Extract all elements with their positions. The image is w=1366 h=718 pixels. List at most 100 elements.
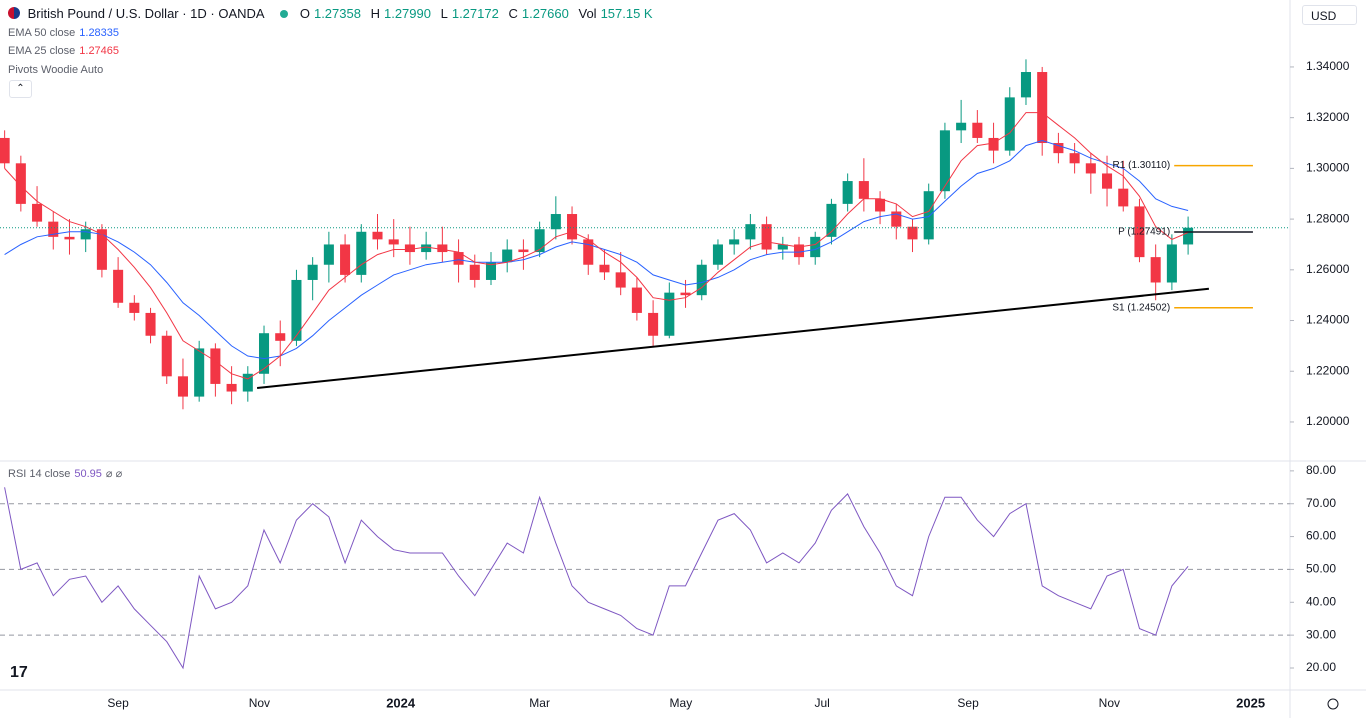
- ohlc-label: Vol: [578, 6, 597, 21]
- y-tick-label: 30.00: [1306, 627, 1336, 641]
- candle-body: [567, 214, 578, 240]
- candle-body: [145, 312, 156, 336]
- candle-body: [745, 224, 756, 240]
- rsi-value: 50.95: [74, 468, 102, 480]
- pivot-label: R1 (1.30110): [1113, 160, 1171, 171]
- indicator-name: EMA 25 close: [8, 45, 76, 57]
- y-tick-label: 80.00: [1306, 463, 1336, 477]
- candle-body: [356, 231, 367, 275]
- candle-body: [1004, 97, 1015, 151]
- ohlc-value: 1.27990: [383, 6, 431, 21]
- candle-body: [0, 137, 10, 164]
- rsi-title: RSI 14 close: [8, 468, 71, 480]
- candle-body: [113, 269, 124, 303]
- x-tick-label: May: [670, 696, 693, 710]
- pivot-label: P (1.27491): [1118, 227, 1170, 238]
- candle-body: [502, 249, 513, 263]
- candle-body: [340, 244, 351, 275]
- settings-icon[interactable]: [1327, 698, 1339, 710]
- status-dot: [280, 10, 289, 18]
- candle-body: [680, 292, 691, 296]
- candle-body: [437, 244, 448, 253]
- candle-body: [1150, 257, 1161, 283]
- candle-body: [291, 279, 302, 341]
- pivot-label: S1 (1.24502): [1112, 302, 1170, 313]
- y-tick-label: 70.00: [1306, 496, 1336, 510]
- candle-body: [729, 239, 740, 245]
- candle-body: [956, 122, 967, 131]
- currency-button[interactable]: USD: [1302, 5, 1357, 25]
- candle-body: [210, 348, 221, 384]
- collapse-button[interactable]: ⌃: [9, 80, 32, 98]
- candle-body: [793, 244, 805, 258]
- candle-body: [161, 335, 172, 377]
- candle-body: [534, 229, 545, 253]
- candle-body: [1118, 188, 1129, 207]
- indicator-legend[interactable]: Pivots Woodie Auto: [8, 64, 107, 76]
- candle-body: [599, 264, 610, 273]
- candle-body: [518, 249, 529, 253]
- candle-body: [875, 198, 886, 212]
- candle-body: [696, 264, 707, 296]
- x-tick-label: Mar: [529, 696, 550, 710]
- candle-body: [1069, 153, 1080, 164]
- indicator-legend[interactable]: EMA 50 close 1.28335: [8, 27, 123, 39]
- y-tick-label: 1.28000: [1306, 211, 1350, 225]
- candle-body: [64, 236, 75, 240]
- candle-body: [275, 333, 286, 341]
- y-tick-label: 1.26000: [1306, 262, 1350, 276]
- ohlc-value: 1.27660: [521, 6, 569, 21]
- candle-body: [469, 264, 480, 280]
- candle-body: [1020, 72, 1032, 98]
- candle-body: [453, 252, 464, 265]
- candle-body: [761, 224, 772, 250]
- y-tick-label: 1.24000: [1306, 313, 1350, 327]
- indicator-legend[interactable]: EMA 25 close 1.27465: [8, 45, 123, 57]
- candle-body: [48, 221, 59, 237]
- candle-body: [129, 302, 140, 313]
- rsi-icons: ⌀ ⌀: [105, 468, 123, 480]
- candle-body: [858, 181, 869, 199]
- y-tick-label: 1.30000: [1306, 161, 1350, 175]
- candle-body: [194, 348, 205, 397]
- candle-body: [923, 191, 934, 240]
- symbol-icon: [8, 7, 20, 19]
- candle-body: [1085, 163, 1096, 174]
- candle-body: [388, 239, 399, 245]
- candle-body: [404, 244, 415, 253]
- ema-line: [4, 112, 1189, 380]
- ohlc-value: 157.15 K: [600, 6, 653, 21]
- y-tick-label: 50.00: [1306, 562, 1336, 576]
- candle-body: [631, 287, 642, 313]
- candle-body: [242, 373, 253, 392]
- candle-body: [648, 312, 659, 336]
- symbol-title[interactable]: British Pound / U.S. Dollar · 1D · OANDA: [27, 6, 265, 21]
- candle-body: [226, 383, 237, 392]
- ema-line: [4, 139, 1189, 360]
- rsi-legend[interactable]: RSI 14 close 50.95 ⌀ ⌀: [8, 467, 126, 480]
- rsi-line: [4, 487, 1189, 670]
- candle-body: [96, 229, 107, 270]
- candle-body: [372, 231, 383, 240]
- candle-body: [1166, 244, 1177, 283]
- y-tick-label: 1.34000: [1306, 59, 1350, 73]
- candle-body: [550, 214, 561, 230]
- x-tick-label: Sep: [957, 696, 979, 710]
- header: British Pound / U.S. Dollar · 1D · OANDA…: [8, 6, 659, 21]
- candle-body: [485, 262, 497, 280]
- candle-body: [972, 122, 983, 138]
- x-tick-label: Nov: [249, 696, 270, 710]
- candle-body: [258, 333, 270, 374]
- y-tick-label: 20.00: [1306, 660, 1336, 674]
- candle-body: [777, 244, 788, 250]
- candle-body: [1102, 173, 1113, 189]
- candle-body: [664, 292, 675, 336]
- trend-line: [256, 287, 1210, 389]
- y-tick-label: 1.20000: [1306, 414, 1350, 428]
- indicator-value: 1.27465: [79, 45, 120, 57]
- x-tick-label: Nov: [1099, 696, 1120, 710]
- ohlc-label: O: [299, 6, 310, 21]
- candle-body: [1053, 143, 1064, 154]
